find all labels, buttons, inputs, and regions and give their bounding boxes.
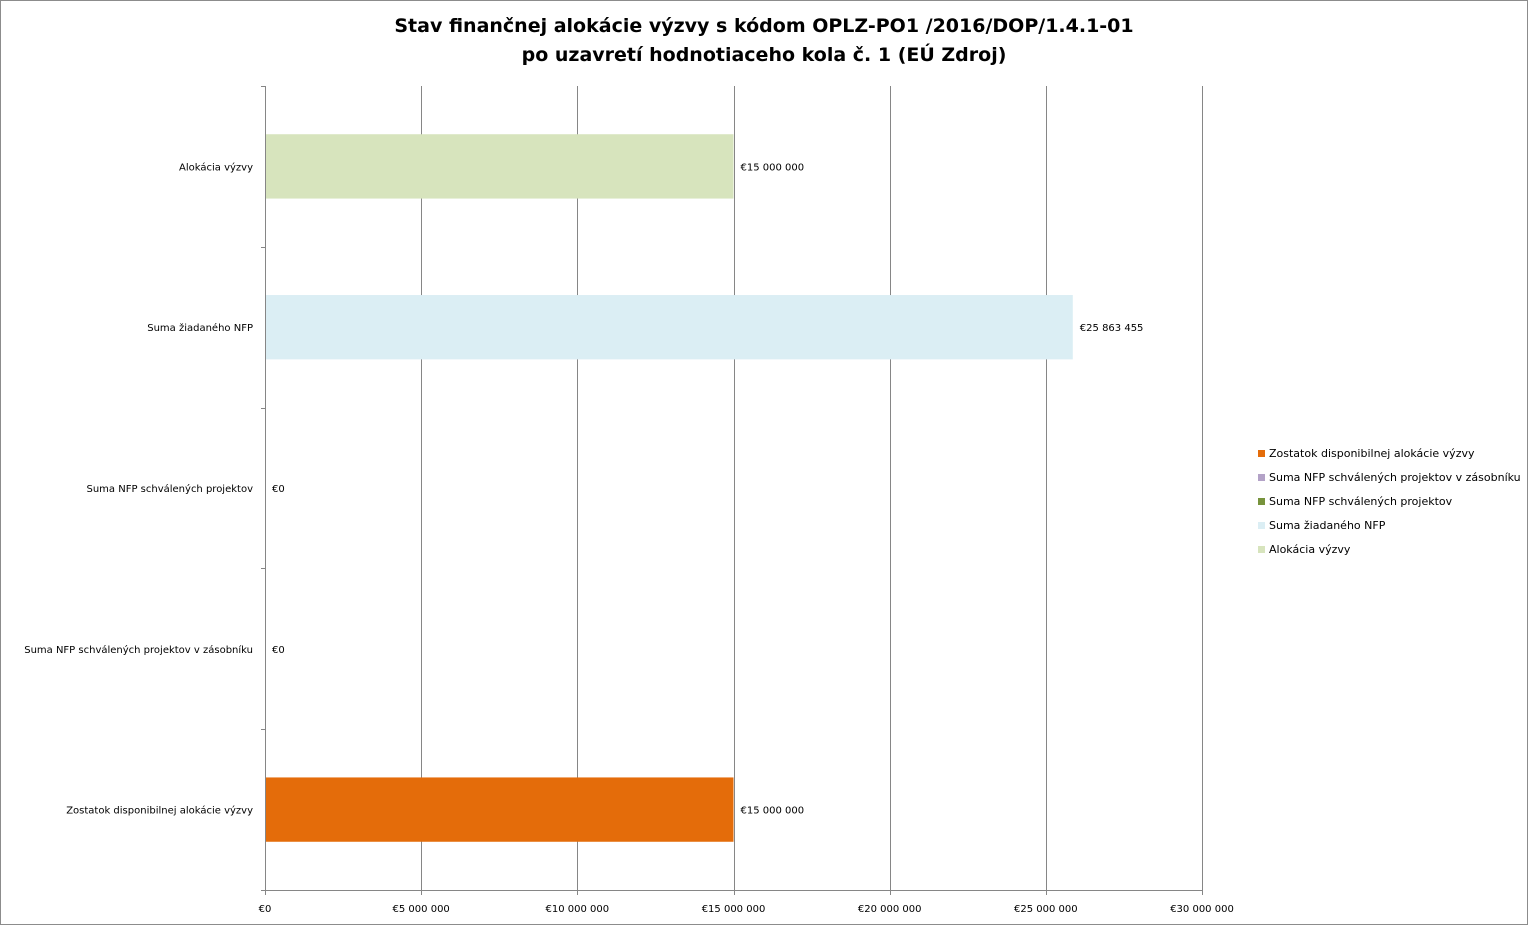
category-label: Zostatok disponibilnej alokácie výzvy — [66, 805, 253, 817]
category-label: Suma NFP schválených projektov v zásobní… — [24, 644, 253, 656]
legend-swatch — [1258, 449, 1265, 457]
category-label: Suma NFP schválených projektov — [86, 483, 253, 495]
legend-swatch — [1258, 522, 1265, 530]
data-label: €15 000 000 — [741, 806, 805, 817]
legend-label: Suma NFP schválených projektov v zásobní… — [1269, 470, 1521, 484]
x-tick-label: €5 000 000 — [393, 904, 450, 915]
legend-label: Zostatok disponibilnej alokácie výzvy — [1269, 446, 1475, 460]
x-tick-label: €0 — [259, 904, 272, 915]
bar-5 — [266, 777, 734, 842]
legend-item: Suma NFP schválených projektov v zásobní… — [1258, 465, 1521, 489]
data-label: €0 — [272, 484, 285, 495]
bar-2 — [266, 295, 1073, 360]
legend-swatch — [1258, 497, 1265, 505]
legend-swatch — [1258, 546, 1265, 554]
category-label: Alokácia výzvy — [179, 161, 253, 173]
chart-title: Stav finančnej alokácie výzvy s kódom OP… — [394, 15, 1134, 37]
legend-item: Suma žiadaného NFP — [1258, 514, 1521, 538]
x-tick-label: €10 000 000 — [546, 904, 610, 915]
data-label: €15 000 000 — [741, 162, 805, 173]
legend-label: Alokácia výzvy — [1269, 543, 1351, 557]
legend-swatch — [1258, 473, 1265, 481]
legend-label: Suma žiadaného NFP — [1269, 519, 1386, 533]
legend-item: Alokácia výzvy — [1258, 538, 1521, 562]
bar-1 — [266, 134, 734, 199]
legend-item: Zostatok disponibilnej alokácie výzvy — [1258, 441, 1521, 465]
x-tick-label: €20 000 000 — [858, 904, 922, 915]
x-tick-label: €25 000 000 — [1014, 904, 1078, 915]
chart-subtitle: po uzavretí hodnotiaceho kola č. 1 (EÚ Z… — [521, 44, 1007, 66]
x-tick-label: €30 000 000 — [1170, 904, 1234, 915]
chart-legend: Zostatok disponibilnej alokácie výzvy Sum… — [1258, 441, 1521, 562]
data-label: €25 863 455 — [1080, 323, 1144, 334]
data-label: €0 — [272, 645, 285, 656]
x-tick-label: €15 000 000 — [702, 904, 766, 915]
legend-item: Suma NFP schválených projektov — [1258, 489, 1521, 513]
chart-title-block: Stav finančnej alokácie výzvy s kódom OP… — [0, 12, 1528, 70]
category-label: Suma žiadaného NFP — [147, 322, 253, 334]
legend-label: Suma NFP schválených projektov — [1269, 494, 1453, 508]
